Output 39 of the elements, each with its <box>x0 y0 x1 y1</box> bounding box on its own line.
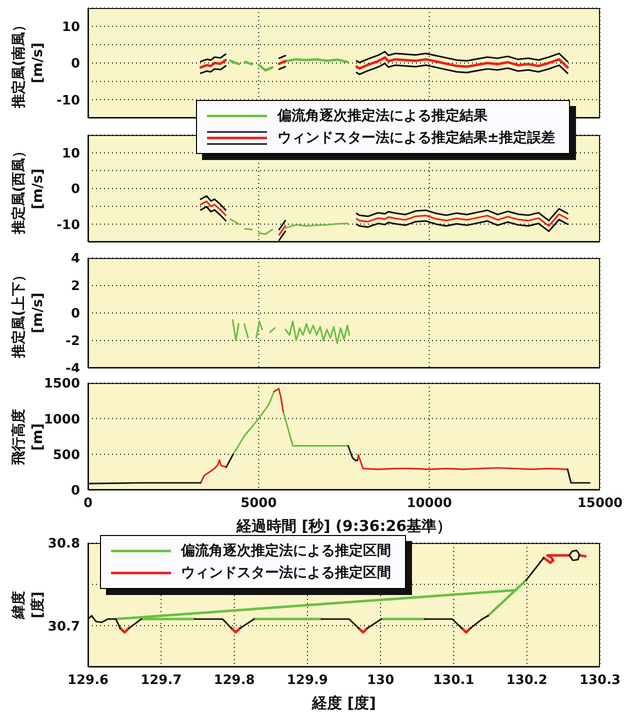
y-tick-label: 4 <box>70 252 80 267</box>
legend-label: 偏流角逐次推定法による推定区間 <box>181 542 391 560</box>
y-tick-label: 0 <box>70 484 80 499</box>
y-tick-label: 1000 <box>44 412 80 428</box>
y-tick-label: 30.7 <box>48 619 80 634</box>
x-tick-label: 129.6 <box>67 673 109 688</box>
y-tick-label: -10 <box>56 93 80 108</box>
y-axis-title: 飛行高度 [m] <box>10 408 46 468</box>
y-axis-title: 推定風(南風） [m/s] <box>10 16 47 110</box>
y-axis-title: 推定風(西風） [m/s] <box>10 142 47 236</box>
x-tick-label: 10000 <box>406 496 452 512</box>
y-tick-label: 1500 <box>44 376 80 392</box>
y-tick-label: 0 <box>70 306 80 322</box>
x-tick-label: 130.2 <box>506 673 548 688</box>
y-axis-title: 推定風(上下） [m/s] <box>10 266 46 360</box>
x-axis-title: 経度 [度] <box>310 693 377 713</box>
y-tick-label: 10 <box>62 146 80 162</box>
y-tick-label: -2 <box>66 334 80 350</box>
y-tick-label: 10 <box>62 20 80 35</box>
y-tick-label: 500 <box>52 448 80 463</box>
x-tick-label: 5000 <box>240 496 277 512</box>
legend-label: ウィンドスター法による推定結果±推定誤差 <box>277 129 555 147</box>
x-axis-title: 経過時間 [秒] (9:36:26基準） <box>235 516 453 536</box>
y-axis-title: 緯度 [度] <box>10 590 47 622</box>
y-tick-label: 0 <box>70 56 80 72</box>
y-tick-label: -10 <box>56 218 80 233</box>
x-tick-label: 129.9 <box>286 673 328 688</box>
legend-label: 偏流角逐次推定法による推定結果 <box>277 107 488 125</box>
x-tick-label: 15000 <box>577 496 623 512</box>
x-tick-label: 130.1 <box>433 673 474 688</box>
x-tick-label: 129.8 <box>214 673 255 688</box>
x-tick-label: 129.7 <box>140 673 182 688</box>
x-tick-label: 130.3 <box>579 673 621 688</box>
y-tick-label: 30.8 <box>48 536 80 552</box>
x-tick-label: 0 <box>83 496 93 512</box>
x-tick-label: 130 <box>367 673 394 688</box>
legend-label: ウィンドスター法による推定区間 <box>181 564 391 582</box>
y-tick-label: 2 <box>70 279 80 294</box>
y-tick-label: 0 <box>70 182 80 198</box>
